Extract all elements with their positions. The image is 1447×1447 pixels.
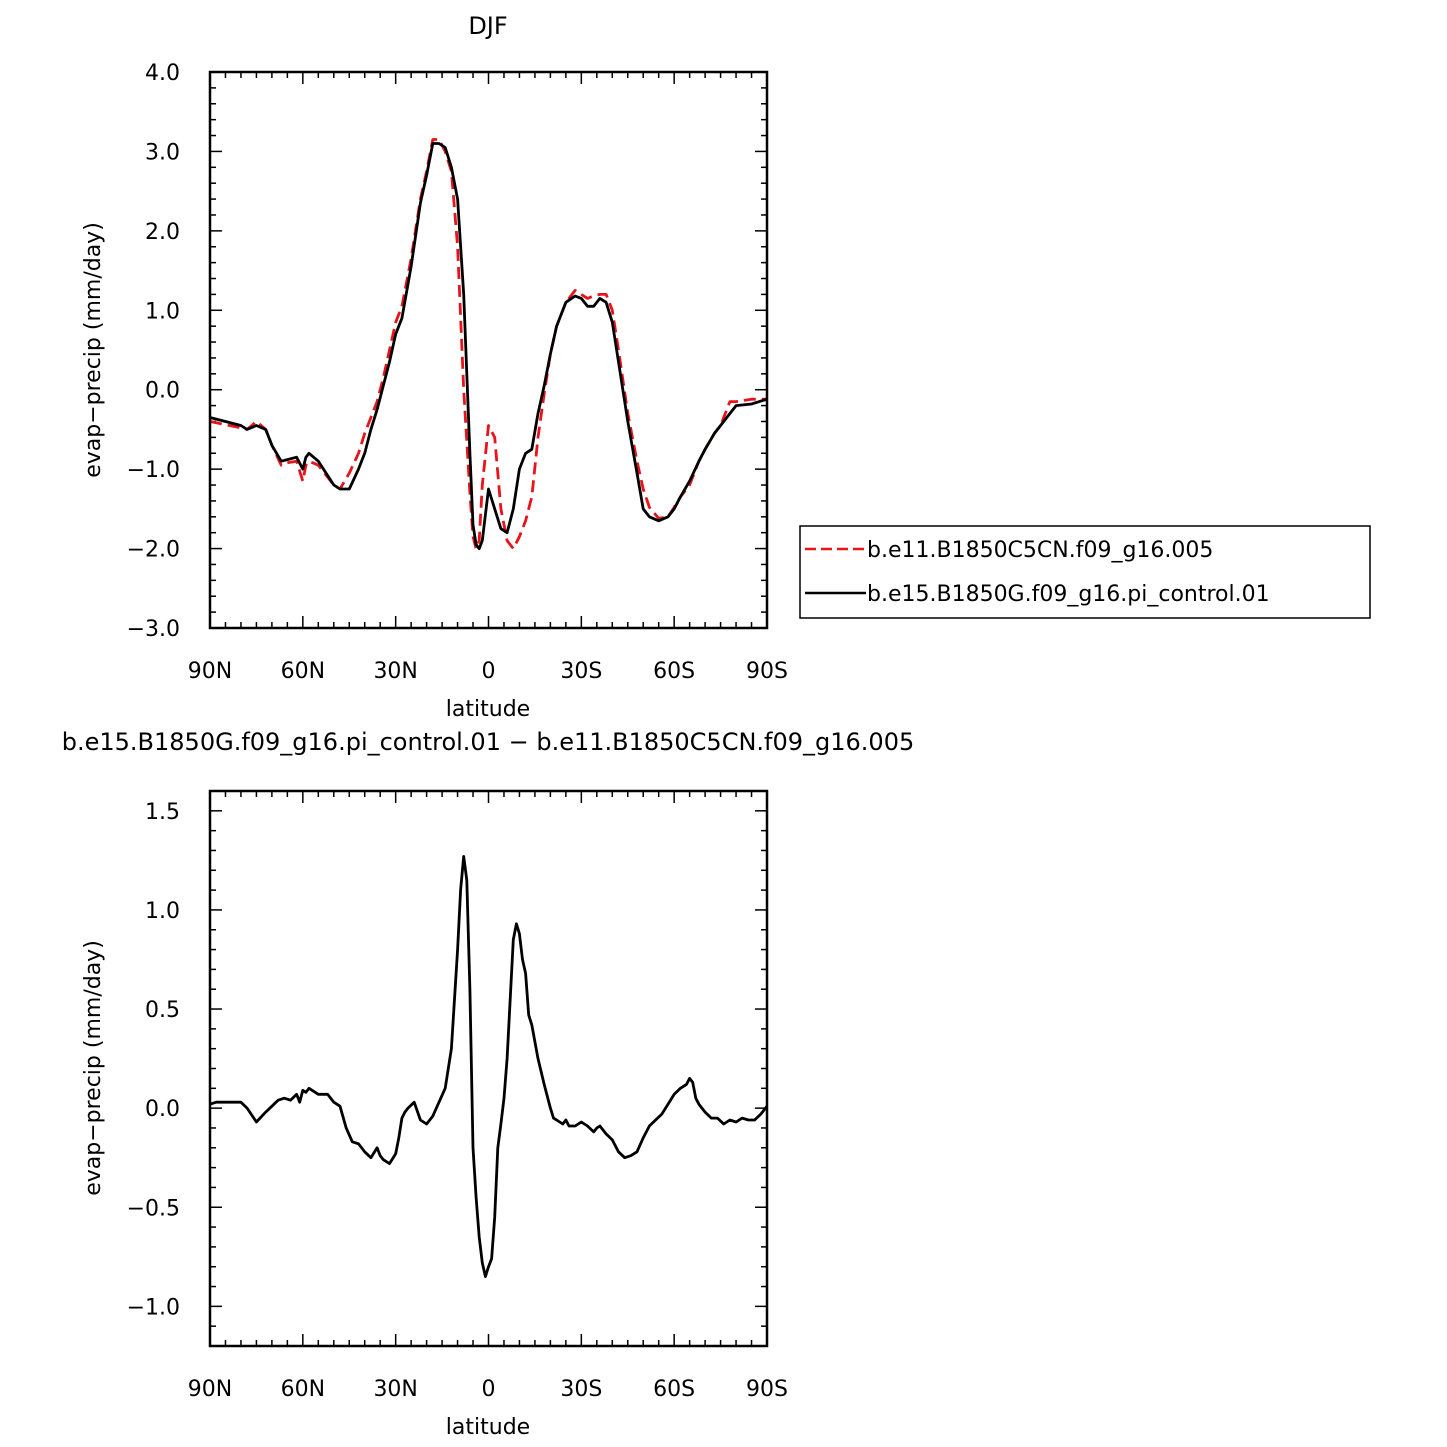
y-tick-label: −3.0: [127, 617, 180, 642]
x-tick-label: 30N: [373, 659, 417, 684]
top-panel: DJF 90N 60N 30N 0 30S 60S 90S 4.0 3.0 2.0 1.0 0.0 −1…: [81, 12, 1371, 722]
y-tick-label: 4.0: [145, 61, 180, 86]
x-tick-label: 0: [482, 1377, 496, 1402]
legend-box: [799, 525, 1371, 619]
top-plot-frame: [208, 70, 769, 630]
x-tick-label: 60N: [281, 659, 325, 684]
x-tick-label: 0: [482, 659, 496, 684]
bottom-y-axis-label: evap−precip (mm/day): [81, 940, 106, 1196]
y-tick-label: −1.0: [127, 1295, 180, 1320]
x-tick-label: 90S: [746, 1377, 788, 1402]
x-tick-label: 60N: [281, 1377, 325, 1402]
bottom-series-line-1: [209, 855, 769, 1278]
bottom-plot-area: 90N 60N 30N 0 30S 60S 90S 1.5 1.0 0.5 0.0 −0.5 −1.0: [127, 790, 788, 1402]
y-tick-label: −1.0: [127, 458, 180, 483]
top-y-axis-label: evap−precip (mm/day): [81, 222, 106, 478]
bottom-panel: b.e15.B1850G.f09_g16.pi_control.01 − b.e…: [62, 728, 915, 1440]
y-tick-label: 1.0: [145, 299, 180, 324]
x-tick-label: 60S: [653, 659, 695, 684]
bottom-x-axis-label: latitude: [446, 1415, 530, 1440]
y-tick-label: 3.0: [145, 140, 180, 165]
x-tick-label: 90N: [188, 659, 232, 684]
y-tick-label: 0.0: [145, 1097, 180, 1122]
x-tick-label: 90N: [188, 1377, 232, 1402]
legend: b.e11.B1850C5CN.f09_g16.005 b.e15.B1850G…: [799, 525, 1371, 619]
top-x-axis-label: latitude: [446, 697, 530, 722]
top-title: DJF: [468, 12, 507, 40]
x-tick-label: 30N: [373, 1377, 417, 1402]
y-tick-label: −0.5: [127, 1196, 180, 1221]
legend-label-series-1: b.e11.B1850C5CN.f09_g16.005: [867, 538, 1213, 563]
y-tick-label: 0.5: [145, 998, 180, 1023]
y-tick-label: 1.0: [145, 899, 180, 924]
top-series-line-1: [209, 138, 767, 550]
bottom-plot-frame: [208, 789, 769, 1348]
legend-label-series-2: b.e15.B1850G.f09_g16.pi_control.01: [867, 582, 1270, 607]
y-tick-label: 0.0: [145, 379, 180, 404]
y-tick-label: 1.5: [145, 800, 180, 825]
x-tick-label: 30S: [560, 659, 602, 684]
bottom-title: b.e15.B1850G.f09_g16.pi_control.01 − b.e…: [62, 728, 915, 756]
y-tick-label: 2.0: [145, 220, 180, 245]
x-tick-label: 30S: [560, 1377, 602, 1402]
top-plot-area: 90N 60N 30N 0 30S 60S 90S 4.0 3.0 2.0 1.0 0.0 −1.0 −2…: [127, 61, 788, 684]
top-series-line-2: [209, 142, 768, 550]
x-tick-label: 60S: [653, 1377, 695, 1402]
y-tick-label: −2.0: [127, 538, 180, 563]
x-tick-label: 90S: [746, 659, 788, 684]
